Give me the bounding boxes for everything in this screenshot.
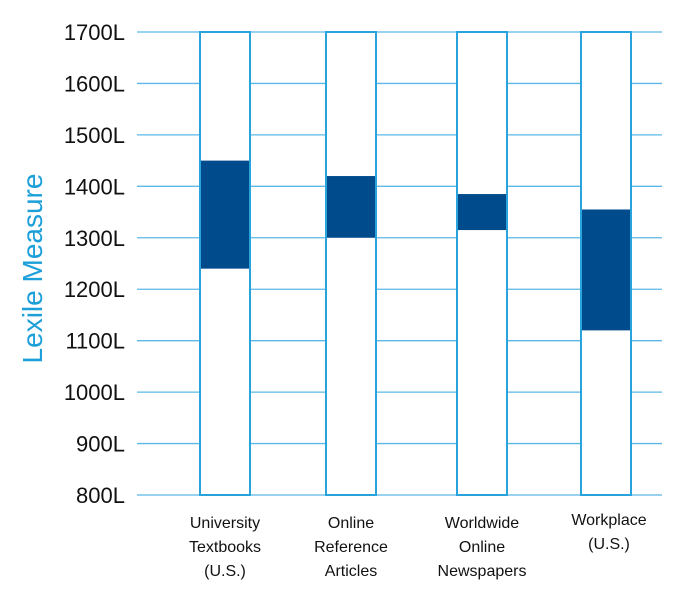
y-tick-labels: 800L 900L 1000L 1100L 1200L 1300L 1400L 1500L 16… (64, 20, 125, 508)
category-label: University Textbooks (U.S.) (189, 515, 261, 580)
category-label: Online Reference Articles (314, 515, 388, 580)
y-tick-label: 1000L (64, 380, 125, 405)
category-label: Worldwide Online Newspapers (438, 515, 527, 580)
column-outline (325, 31, 377, 496)
category-label-line: (U.S.) (204, 563, 246, 580)
range-bar (582, 209, 630, 331)
category-label-line: University (190, 515, 260, 532)
range-bar (201, 160, 249, 269)
category-labels: University Textbooks (U.S.) Online Reference… (189, 512, 647, 580)
category-label: Workplace (U.S.) (571, 512, 646, 553)
category-label-line: Reference (314, 539, 388, 556)
column-outline (456, 31, 508, 496)
y-tick-label: 800L (76, 483, 125, 508)
y-tick-label: 1500L (64, 123, 125, 148)
range-bar (327, 176, 375, 238)
y-axis-title: Lexile Measure (17, 174, 48, 364)
y-tick-label: 1200L (64, 277, 125, 302)
category-label-line: Articles (325, 563, 377, 580)
category-label-line: Worldwide (445, 515, 520, 532)
range-columns (199, 31, 632, 496)
y-tick-label: 1300L (64, 226, 125, 251)
y-tick-label: 900L (76, 432, 125, 457)
y-tick-label: 1400L (64, 174, 125, 199)
category-label-line: Newspapers (438, 563, 527, 580)
category-label-line: Online (328, 515, 374, 532)
y-tick-label: 1700L (64, 20, 125, 45)
category-label-line: Workplace (571, 512, 646, 529)
category-label-line: Textbooks (189, 539, 261, 556)
y-tick-label: 1100L (65, 329, 125, 354)
y-tick-label: 1600L (64, 71, 125, 96)
category-label-line: (U.S.) (588, 536, 630, 553)
range-bar (458, 194, 506, 231)
category-label-line: Online (459, 539, 505, 556)
